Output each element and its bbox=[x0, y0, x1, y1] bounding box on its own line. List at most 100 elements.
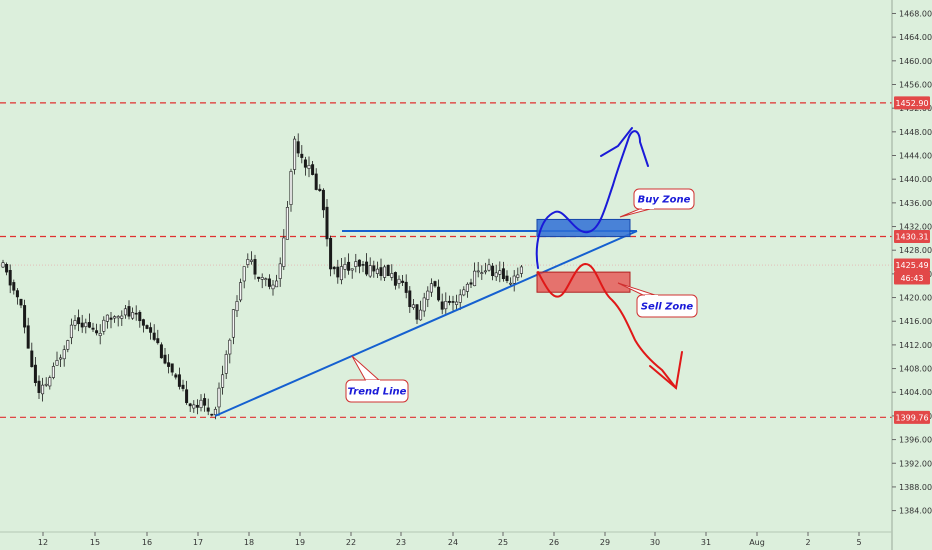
candle bbox=[235, 295, 239, 317]
candle bbox=[458, 289, 462, 311]
price-tick-label: 1440.00 bbox=[899, 175, 932, 184]
buy-zone-callout[interactable]: Buy Zone bbox=[619, 188, 695, 218]
candle bbox=[473, 262, 477, 287]
candle bbox=[91, 322, 95, 332]
buy-zone-box[interactable] bbox=[536, 218, 631, 238]
candle bbox=[512, 270, 516, 292]
candle bbox=[379, 258, 383, 281]
time-tick-label: 24 bbox=[448, 538, 458, 547]
candle bbox=[84, 318, 88, 334]
time-axis[interactable]: 12 15 16 17 18 19 22 23 24 25 26 29 30 31 Aug 2 5 bbox=[38, 532, 862, 547]
candle bbox=[109, 311, 113, 329]
candle bbox=[69, 318, 73, 345]
buy-zone-callout-label: Buy Zone bbox=[638, 195, 691, 206]
candle bbox=[282, 229, 286, 271]
price-tick-label: 1428.00 bbox=[899, 246, 932, 255]
trend-line[interactable] bbox=[214, 230, 638, 417]
candle bbox=[516, 267, 520, 281]
countdown-tag: 46:43 bbox=[894, 271, 930, 285]
candle bbox=[426, 286, 430, 308]
candle bbox=[401, 274, 405, 286]
candle bbox=[37, 375, 41, 400]
candle bbox=[386, 264, 390, 277]
price-tick-label: 1384.00 bbox=[899, 507, 932, 516]
candle bbox=[203, 393, 207, 412]
candle bbox=[217, 382, 221, 416]
candle bbox=[73, 314, 77, 330]
sell-zone-callout[interactable]: Sell Zone bbox=[617, 282, 698, 318]
candle bbox=[206, 398, 210, 416]
candle bbox=[170, 363, 174, 376]
candle bbox=[253, 254, 257, 280]
price-tick-label: 1448.00 bbox=[899, 128, 932, 137]
candle bbox=[519, 264, 523, 278]
time-tick-label: 18 bbox=[244, 538, 254, 547]
time-tick-label: 16 bbox=[142, 538, 152, 547]
candle bbox=[213, 406, 217, 420]
candle bbox=[152, 324, 156, 342]
candle bbox=[127, 300, 131, 320]
candle bbox=[260, 273, 264, 289]
candle bbox=[361, 261, 365, 273]
candle bbox=[498, 261, 502, 283]
candle bbox=[390, 264, 394, 281]
candle bbox=[138, 310, 142, 328]
time-tick-label: 30 bbox=[650, 538, 660, 547]
candle bbox=[264, 277, 268, 287]
candle bbox=[300, 145, 304, 164]
candle bbox=[415, 303, 419, 325]
candle bbox=[30, 342, 34, 368]
candle bbox=[177, 367, 181, 390]
price-tick-label: 1396.00 bbox=[899, 436, 932, 445]
candle bbox=[285, 201, 289, 240]
candle bbox=[33, 356, 37, 387]
trend-line-callout[interactable]: Trend Line bbox=[345, 355, 409, 403]
candle bbox=[422, 292, 426, 317]
price-tick-label: 1432.00 bbox=[899, 223, 932, 232]
candle bbox=[181, 379, 185, 392]
candle bbox=[393, 271, 397, 290]
candle bbox=[365, 253, 369, 277]
candle bbox=[440, 293, 444, 315]
candle bbox=[41, 377, 45, 402]
price-tick-label: 1436.00 bbox=[899, 199, 932, 208]
candle bbox=[87, 313, 91, 329]
time-tick-label: 29 bbox=[600, 538, 610, 547]
candle bbox=[354, 253, 358, 273]
time-tick-label: Aug bbox=[749, 538, 765, 547]
candle bbox=[433, 280, 437, 288]
candle bbox=[289, 168, 293, 212]
candlestick-series bbox=[1, 133, 523, 420]
svg-text:46:43: 46:43 bbox=[900, 274, 923, 283]
candle bbox=[105, 314, 109, 329]
level-price-tag: 1452.90 bbox=[894, 96, 930, 110]
candle bbox=[62, 345, 66, 367]
candle bbox=[59, 354, 63, 367]
candle bbox=[278, 257, 282, 287]
candle bbox=[455, 294, 459, 310]
candle bbox=[293, 136, 297, 175]
price-tick-label: 1416.00 bbox=[899, 317, 932, 326]
candle bbox=[314, 168, 318, 191]
candle bbox=[437, 279, 441, 302]
candle bbox=[318, 184, 322, 192]
time-tick-label: 22 bbox=[346, 538, 356, 547]
price-tick-label: 1444.00 bbox=[899, 152, 932, 161]
candle bbox=[26, 317, 30, 349]
candle bbox=[159, 342, 163, 359]
bearish-path bbox=[537, 263, 677, 389]
candle bbox=[113, 315, 117, 323]
candle bbox=[1, 259, 5, 269]
time-tick-label: 5 bbox=[856, 538, 861, 547]
sell-zone-box[interactable] bbox=[536, 271, 631, 293]
candle bbox=[131, 307, 135, 320]
trend-line-callout-label: Trend Line bbox=[348, 387, 407, 398]
candle bbox=[321, 188, 325, 218]
candle bbox=[224, 350, 228, 379]
candle bbox=[303, 156, 307, 176]
candle bbox=[451, 295, 455, 311]
price-tags: 1452.90 1430.31 1399.76 1425.49 46:43 bbox=[894, 96, 930, 424]
candle bbox=[163, 347, 167, 365]
